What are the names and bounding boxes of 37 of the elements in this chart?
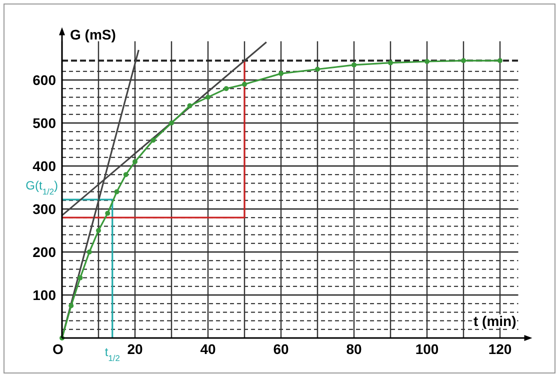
point bbox=[105, 210, 110, 216]
point bbox=[78, 275, 83, 280]
x-tick-label: 60 bbox=[273, 341, 289, 357]
point bbox=[424, 59, 430, 64]
point bbox=[68, 303, 74, 308]
point bbox=[278, 71, 284, 76]
y-tick-label: 500 bbox=[32, 115, 56, 131]
annotation: t$_{1/2}$ bbox=[104, 345, 120, 363]
point bbox=[114, 189, 120, 194]
point bbox=[96, 228, 101, 233]
y-tick-label: 200 bbox=[32, 244, 56, 260]
x-tick-label: 100 bbox=[415, 341, 439, 357]
point bbox=[86, 250, 92, 254]
y-tick-label: 600 bbox=[32, 72, 56, 88]
point bbox=[206, 94, 210, 100]
point bbox=[169, 120, 174, 126]
point bbox=[498, 58, 502, 64]
y-axis-title: G (mS) bbox=[70, 26, 116, 42]
point bbox=[388, 60, 393, 66]
point bbox=[187, 103, 192, 108]
point bbox=[132, 159, 138, 164]
point bbox=[224, 86, 229, 92]
x-tick-label: 20 bbox=[127, 341, 143, 357]
point bbox=[461, 58, 466, 64]
point bbox=[315, 66, 320, 72]
point bbox=[352, 62, 356, 68]
point bbox=[150, 138, 156, 143]
y-tick-label: 300 bbox=[32, 201, 56, 217]
x-tick-label: 80 bbox=[346, 341, 362, 357]
x-tick-label: O bbox=[52, 341, 64, 357]
x-tick-label: 40 bbox=[200, 341, 216, 357]
point bbox=[123, 172, 128, 178]
y-tick-label: 400 bbox=[32, 158, 56, 174]
x-tick-label: 120 bbox=[488, 341, 512, 357]
point bbox=[242, 82, 247, 87]
y-tick-label: 100 bbox=[32, 287, 56, 303]
annotation: G(t$_{1/2}$) bbox=[26, 178, 58, 197]
